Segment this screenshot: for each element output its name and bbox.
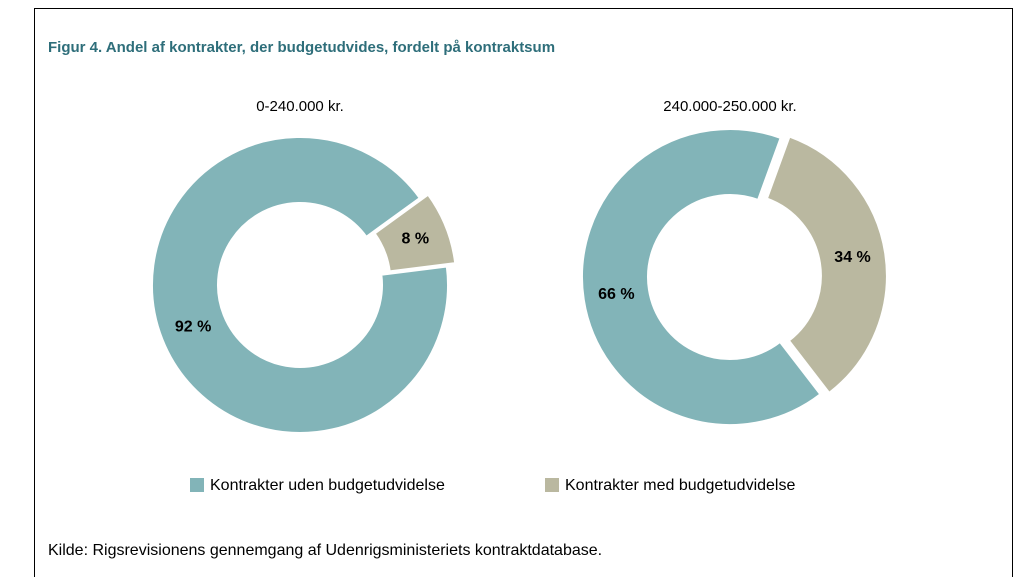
source: Kilde: Rigsrevisionens gennemgang af Ude…	[48, 542, 602, 559]
data-label: 34 %	[834, 249, 870, 266]
data-label: 8 %	[402, 231, 430, 248]
frame	[34, 8, 1013, 577]
pie-slice	[373, 193, 457, 273]
data-label: 92 %	[175, 319, 211, 336]
chart-subtitle: 0-240.000 kr.	[256, 98, 344, 115]
legend-swatch	[545, 478, 559, 492]
legend-swatch	[190, 478, 204, 492]
chart-subtitle: 240.000-250.000 kr.	[663, 98, 796, 115]
data-label: 66 %	[598, 286, 634, 303]
chart-title: Figur 4. Andel af kontrakter, der budget…	[48, 39, 555, 56]
legend-label: Kontrakter med budgetudvidelse	[565, 477, 795, 494]
pie-slice	[581, 128, 822, 426]
legend-label: Kontrakter uden budgetudvidelse	[210, 477, 445, 494]
pie-slice	[765, 135, 888, 395]
pie-slice	[151, 136, 449, 434]
